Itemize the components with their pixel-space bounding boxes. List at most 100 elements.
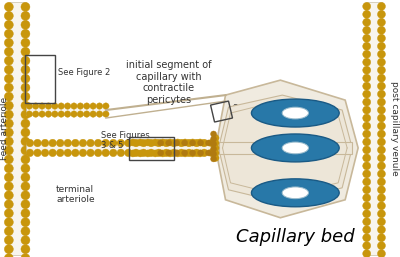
Circle shape xyxy=(21,137,30,146)
Circle shape xyxy=(21,182,30,191)
Circle shape xyxy=(182,140,188,146)
Circle shape xyxy=(39,111,45,117)
Circle shape xyxy=(162,139,170,147)
Text: post capillary venule: post capillary venule xyxy=(390,81,398,175)
Circle shape xyxy=(96,103,103,109)
Circle shape xyxy=(71,111,77,117)
Circle shape xyxy=(378,250,386,257)
Circle shape xyxy=(166,150,172,156)
Circle shape xyxy=(117,139,125,147)
Circle shape xyxy=(4,182,13,191)
Circle shape xyxy=(102,149,110,157)
Bar xyxy=(26,106,106,115)
Circle shape xyxy=(45,103,52,109)
Circle shape xyxy=(212,140,219,146)
Circle shape xyxy=(158,150,164,156)
Circle shape xyxy=(64,103,71,109)
Circle shape xyxy=(132,139,140,147)
Circle shape xyxy=(182,150,189,157)
Circle shape xyxy=(363,82,371,90)
Circle shape xyxy=(363,34,371,42)
Ellipse shape xyxy=(252,134,339,162)
Circle shape xyxy=(363,58,371,66)
Circle shape xyxy=(117,149,125,157)
Circle shape xyxy=(56,139,64,147)
Circle shape xyxy=(87,149,94,157)
Polygon shape xyxy=(216,80,358,218)
Circle shape xyxy=(26,103,32,109)
Ellipse shape xyxy=(282,187,308,199)
Circle shape xyxy=(72,149,79,157)
Circle shape xyxy=(21,200,30,209)
Circle shape xyxy=(363,202,371,210)
Circle shape xyxy=(210,146,216,152)
Text: Capillary bed: Capillary bed xyxy=(236,228,355,246)
Circle shape xyxy=(4,20,13,29)
Circle shape xyxy=(378,114,386,122)
Circle shape xyxy=(378,98,386,106)
Circle shape xyxy=(49,149,56,157)
Circle shape xyxy=(363,90,371,98)
Circle shape xyxy=(363,2,371,10)
Circle shape xyxy=(64,149,72,157)
Ellipse shape xyxy=(252,99,339,127)
Circle shape xyxy=(21,218,30,227)
Ellipse shape xyxy=(252,179,339,207)
Circle shape xyxy=(378,146,386,154)
Circle shape xyxy=(21,146,30,155)
Circle shape xyxy=(147,139,155,147)
Circle shape xyxy=(140,139,147,147)
Circle shape xyxy=(363,98,371,106)
Circle shape xyxy=(197,139,204,146)
Circle shape xyxy=(159,139,166,146)
Circle shape xyxy=(147,149,155,157)
Circle shape xyxy=(77,103,84,109)
Circle shape xyxy=(26,139,34,147)
Circle shape xyxy=(102,139,110,147)
Circle shape xyxy=(4,119,13,128)
Circle shape xyxy=(378,138,386,146)
Circle shape xyxy=(21,2,30,11)
Circle shape xyxy=(378,90,386,98)
Circle shape xyxy=(4,146,13,155)
Circle shape xyxy=(363,18,371,26)
Bar xyxy=(218,142,352,154)
Circle shape xyxy=(45,111,52,117)
Circle shape xyxy=(4,74,13,83)
Circle shape xyxy=(174,150,181,157)
Text: See Figure 4: See Figure 4 xyxy=(234,104,286,113)
Circle shape xyxy=(90,103,96,109)
Circle shape xyxy=(21,245,30,254)
Circle shape xyxy=(4,209,13,218)
Circle shape xyxy=(84,103,90,109)
Circle shape xyxy=(378,234,386,242)
Bar xyxy=(8,2,26,255)
Circle shape xyxy=(174,139,181,146)
Circle shape xyxy=(208,139,216,147)
Circle shape xyxy=(84,111,90,117)
Circle shape xyxy=(193,149,200,157)
Circle shape xyxy=(4,65,13,74)
Circle shape xyxy=(32,111,39,117)
Circle shape xyxy=(21,65,30,74)
Circle shape xyxy=(378,130,386,138)
Circle shape xyxy=(159,150,166,157)
Circle shape xyxy=(21,110,30,119)
Circle shape xyxy=(167,139,174,146)
Circle shape xyxy=(185,139,193,147)
Circle shape xyxy=(4,200,13,209)
Circle shape xyxy=(363,234,371,242)
Circle shape xyxy=(21,74,30,83)
Circle shape xyxy=(216,149,223,157)
Circle shape xyxy=(182,150,188,156)
Circle shape xyxy=(378,210,386,218)
Bar xyxy=(25,55,55,103)
Circle shape xyxy=(363,146,371,154)
Circle shape xyxy=(129,150,136,157)
Circle shape xyxy=(77,111,84,117)
Circle shape xyxy=(378,226,386,234)
Circle shape xyxy=(52,103,58,109)
Circle shape xyxy=(378,2,386,10)
Circle shape xyxy=(378,66,386,74)
Circle shape xyxy=(21,56,30,65)
